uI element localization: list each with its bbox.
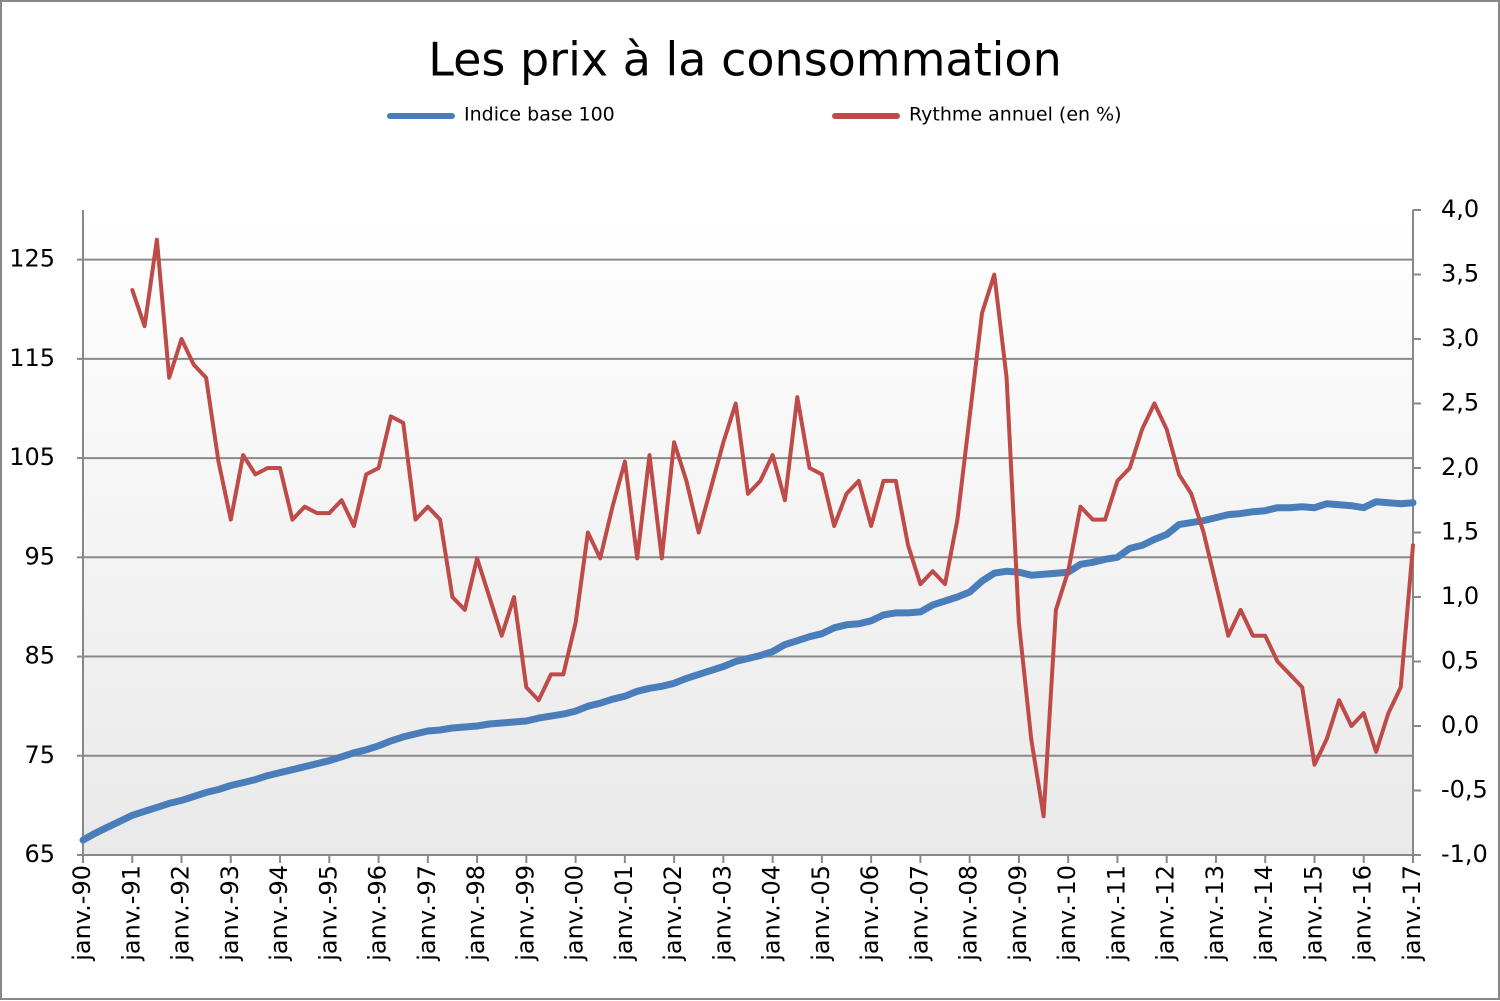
y2-tick-label: 0,5 xyxy=(1441,647,1479,675)
plot-area xyxy=(83,210,1413,855)
y2-tick-label: 2,0 xyxy=(1441,453,1479,481)
y2-tick-label: 2,5 xyxy=(1441,389,1479,417)
x-tick-label: janv.-15 xyxy=(1299,865,1327,962)
x-tick-label: janv.-98 xyxy=(462,865,490,962)
x-tick-label: janv.-92 xyxy=(167,865,195,962)
chart-title: Les prix à la consommation xyxy=(428,33,1061,87)
x-tick-label: janv.-94 xyxy=(265,865,293,962)
x-tick-label: janv.-10 xyxy=(1053,865,1081,962)
x-tick-label: janv.-97 xyxy=(413,865,441,962)
y2-tick-label: -0,5 xyxy=(1441,776,1488,804)
y-tick-label: 125 xyxy=(9,245,55,273)
x-tick-label: janv.-01 xyxy=(610,865,638,962)
y2-tick-label: -1,0 xyxy=(1441,840,1488,868)
x-tick-label: janv.-02 xyxy=(659,865,687,962)
series-line xyxy=(130,237,1415,819)
x-tick-label: janv.-04 xyxy=(758,865,786,962)
y2-tick-label: 1,5 xyxy=(1441,518,1479,546)
x-tick-label: janv.-16 xyxy=(1349,865,1377,962)
x-tick-label: janv.-95 xyxy=(314,865,342,962)
y-tick-label: 115 xyxy=(9,344,55,372)
x-tick-label: janv.-03 xyxy=(708,865,736,962)
x-tick-label: janv.-91 xyxy=(117,865,145,962)
x-tick-label: janv.-07 xyxy=(905,865,933,962)
y2-tick-label: 1,0 xyxy=(1441,582,1479,610)
x-tick-label: janv.-96 xyxy=(364,865,392,962)
x-tick-label: janv.-08 xyxy=(955,865,983,962)
x-tick-label: janv.-14 xyxy=(1250,865,1278,962)
y-tick-label: 85 xyxy=(24,642,55,670)
y2-tick-label: 3,5 xyxy=(1441,260,1479,288)
x-tick-label: janv.-06 xyxy=(856,865,884,962)
x-tick-label: janv.-00 xyxy=(561,865,589,962)
series-line xyxy=(79,498,1417,844)
y-tick-label: 95 xyxy=(24,542,55,570)
x-tick-label: janv.-13 xyxy=(1201,865,1229,962)
y2-tick-label: 4,0 xyxy=(1441,195,1479,223)
y-tick-label: 105 xyxy=(9,443,55,471)
y2-tick-label: 3,0 xyxy=(1441,324,1479,352)
y2-tick-label: 0,0 xyxy=(1441,711,1479,739)
x-tick-label: janv.-99 xyxy=(511,865,539,962)
y-tick-label: 65 xyxy=(24,840,55,868)
x-tick-label: janv.-93 xyxy=(216,865,244,962)
x-tick-label: janv.-11 xyxy=(1102,865,1130,962)
legend-label: Rythme annuel (en %) xyxy=(909,104,1122,126)
x-tick-label: janv.-05 xyxy=(807,865,835,962)
x-tick-label: janv.-12 xyxy=(1152,865,1180,962)
x-tick-label: janv.-09 xyxy=(1004,865,1032,962)
x-tick-label: janv.-90 xyxy=(68,865,96,962)
y-tick-label: 75 xyxy=(24,741,55,769)
x-tick-label: janv.-17 xyxy=(1398,865,1426,962)
legend-label: Indice base 100 xyxy=(464,104,615,126)
